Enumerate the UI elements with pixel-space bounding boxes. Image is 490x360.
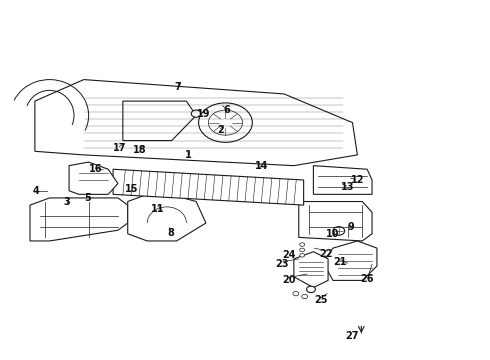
Text: 14: 14 bbox=[255, 161, 269, 171]
Polygon shape bbox=[69, 162, 118, 194]
Text: 26: 26 bbox=[361, 274, 374, 284]
Text: 19: 19 bbox=[196, 109, 210, 119]
Circle shape bbox=[293, 292, 299, 296]
Circle shape bbox=[300, 243, 305, 246]
Polygon shape bbox=[294, 252, 328, 288]
Text: 5: 5 bbox=[84, 193, 91, 203]
Text: 13: 13 bbox=[341, 182, 354, 192]
Text: 17: 17 bbox=[113, 143, 126, 153]
Polygon shape bbox=[113, 169, 304, 205]
Circle shape bbox=[191, 110, 201, 117]
Circle shape bbox=[198, 103, 252, 142]
Text: 7: 7 bbox=[174, 82, 181, 92]
Text: 6: 6 bbox=[223, 105, 230, 115]
Text: 9: 9 bbox=[347, 222, 354, 232]
Text: 25: 25 bbox=[314, 295, 327, 305]
Polygon shape bbox=[35, 80, 357, 166]
Text: 1: 1 bbox=[185, 150, 192, 160]
Text: 20: 20 bbox=[282, 275, 296, 285]
Polygon shape bbox=[299, 202, 372, 241]
Text: 4: 4 bbox=[32, 186, 39, 197]
Text: 10: 10 bbox=[326, 229, 340, 239]
Text: 12: 12 bbox=[351, 175, 364, 185]
Text: 3: 3 bbox=[63, 197, 70, 207]
Text: 11: 11 bbox=[151, 204, 165, 214]
Text: 18: 18 bbox=[133, 144, 147, 154]
Polygon shape bbox=[314, 166, 372, 194]
Polygon shape bbox=[30, 198, 128, 241]
Text: 23: 23 bbox=[275, 259, 289, 269]
Text: 24: 24 bbox=[282, 250, 296, 260]
Circle shape bbox=[300, 253, 305, 257]
Circle shape bbox=[307, 286, 316, 293]
Circle shape bbox=[302, 294, 308, 299]
Polygon shape bbox=[128, 191, 206, 241]
Text: 27: 27 bbox=[346, 331, 359, 341]
Circle shape bbox=[300, 248, 305, 252]
Polygon shape bbox=[123, 101, 196, 140]
Circle shape bbox=[333, 226, 344, 235]
Text: 21: 21 bbox=[334, 257, 347, 267]
Polygon shape bbox=[323, 241, 377, 280]
Text: 16: 16 bbox=[89, 164, 103, 174]
Text: 8: 8 bbox=[167, 228, 174, 238]
Text: 22: 22 bbox=[319, 248, 332, 258]
Text: 2: 2 bbox=[217, 125, 224, 135]
Text: 15: 15 bbox=[125, 184, 138, 194]
